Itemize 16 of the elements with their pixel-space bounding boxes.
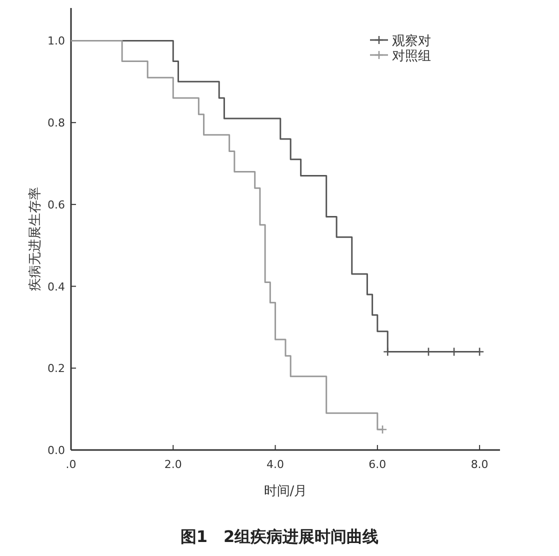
y-tick-label: 0.2 xyxy=(48,362,65,376)
y-tick-label: 0.4 xyxy=(48,280,65,294)
x-tick-label: 2.0 xyxy=(164,458,182,471)
x-tick-label: 4.0 xyxy=(266,458,284,471)
x-tick-label: .0 xyxy=(66,458,76,471)
legend-label: 对照组 xyxy=(392,49,431,64)
y-axis-title: 疾病无进展生存率 xyxy=(27,187,43,291)
caption: 图1 2组疾病进展时间曲线 xyxy=(180,527,379,546)
x-axis-title: 时间/月 xyxy=(264,484,308,499)
legend-label: 观察对 xyxy=(392,33,431,49)
x-tick-label: 8.0 xyxy=(470,458,488,471)
y-tick-label: 0.6 xyxy=(48,198,65,212)
y-tick-label: 0.8 xyxy=(48,116,65,130)
x-tick-label: 6.0 xyxy=(368,458,386,471)
y-tick-label: 0.0 xyxy=(48,444,65,457)
y-tick-label: 1.0 xyxy=(48,34,65,48)
